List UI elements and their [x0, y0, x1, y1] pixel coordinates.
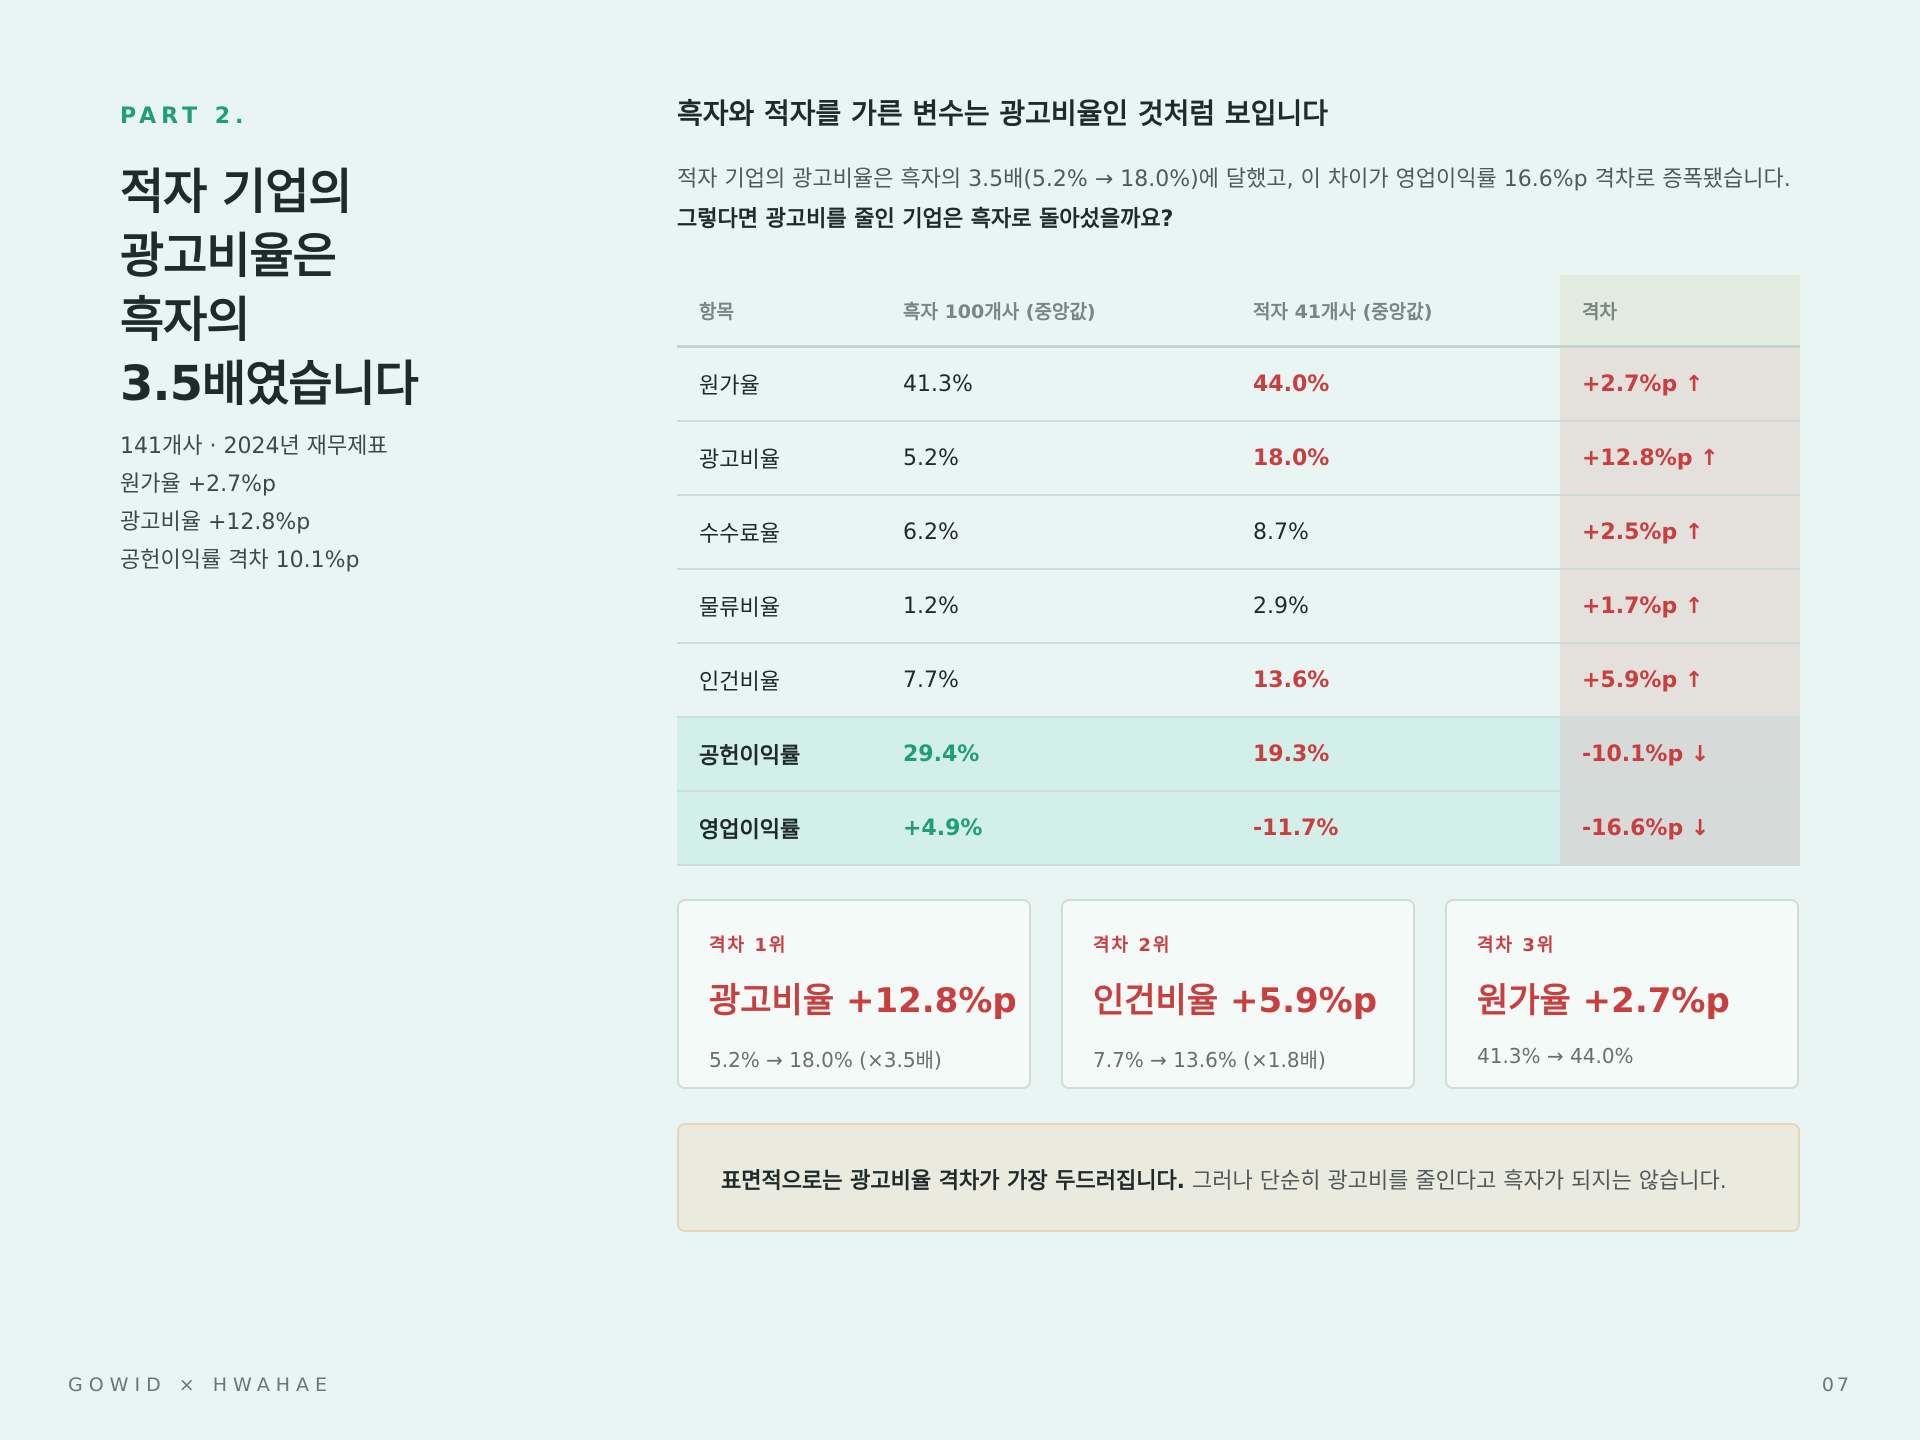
headline-line: 적자 기업의 — [120, 164, 353, 220]
table-row: 광고비율 5.2% 18.0% +12.8%p ↑ — [677, 421, 1800, 496]
note-emphasis: 표면적으로는 광고비율 격차가 가장 두드러집니다. — [721, 1169, 1186, 1194]
card-title: 광고비율 +12.8%p — [709, 981, 1017, 1021]
meta-line: 141개사 · 2024년 재무제표 — [120, 434, 388, 459]
card-detail: 5.2% → 18.0% (×3.5배) — [709, 1048, 942, 1072]
note: 표면적으로는 광고비율 격차가 가장 두드러집니다. 그러나 단순히 광고비를 … — [677, 1123, 1800, 1232]
card-label: 격차 3위 — [1477, 935, 1556, 956]
meta-line: 광고비율 +12.8%p — [120, 510, 311, 535]
table-cell: 수수료율 — [677, 495, 881, 570]
table-cell: 2.9% — [1231, 569, 1560, 644]
table-cell: 29.4% — [881, 717, 1231, 792]
table-cell: +2.5%p ↑ — [1560, 495, 1800, 570]
meta: 141개사 · 2024년 재무제표 원가율 +2.7%p 광고비율 +12.8… — [120, 428, 388, 580]
header-cell: 흑자 100개사 (중앙값) — [881, 275, 1231, 348]
footer-brand: GOWID × HWAHAE — [68, 1374, 334, 1396]
page-number: 07 — [1821, 1374, 1852, 1396]
header-cell: 적자 41개사 (중앙값) — [1231, 275, 1560, 348]
header-cell: 격차 — [1560, 275, 1800, 348]
table-cell: -11.7% — [1231, 791, 1560, 866]
table-cell: -16.6%p ↓ — [1560, 791, 1800, 866]
table-row: 물류비율 1.2% 2.9% +1.7%p ↑ — [677, 569, 1800, 644]
note-text: 그러나 단순히 광고비를 줄인다고 흑자가 되지는 않습니다. — [1192, 1169, 1727, 1194]
table-row: 영업이익률 +4.9% -11.7% -16.6%p ↓ — [677, 791, 1800, 866]
table-cell: 공헌이익률 — [677, 717, 881, 792]
part-label: PART 2. — [120, 104, 249, 129]
table-cell: 6.2% — [881, 495, 1231, 570]
table-cell: +4.9% — [881, 791, 1231, 866]
headline-line: 3.5배였습니다 — [120, 356, 419, 412]
table-row: 원가율 41.3% 44.0% +2.7%p ↑ — [677, 346, 1800, 422]
table-cell: 영업이익률 — [677, 791, 881, 866]
table-cell: +1.7%p ↑ — [1560, 569, 1800, 644]
comparison-table: 항목 흑자 100개사 (중앙값) 적자 41개사 (중앙값) 격차 원가율 41.3%… — [677, 275, 1800, 866]
table-cell: 원가율 — [677, 346, 881, 422]
section-title: 흑자와 적자를 가른 변수는 광고비율인 것처럼 보입니다 — [677, 97, 1328, 130]
table-cell: +12.8%p ↑ — [1560, 421, 1800, 496]
intro-text: 적자 기업의 광고비율은 흑자의 3.5배(5.2% → 18.0%)에 달했고… — [677, 167, 1791, 192]
card-title: 인건비율 +5.9%p — [1093, 981, 1378, 1021]
card: 격차 2위 인건비율 +5.9%p 7.7% → 13.6% (×1.8배) — [1061, 899, 1415, 1089]
table-cell: 13.6% — [1231, 643, 1560, 718]
card-detail: 7.7% → 13.6% (×1.8배) — [1093, 1048, 1326, 1072]
headline: 적자 기업의 광고비율은 흑자의 3.5배였습니다 — [120, 160, 419, 416]
headline-line: 흑자의 — [120, 292, 250, 348]
table-cell: 41.3% — [881, 346, 1231, 422]
table-cell: +2.7%p ↑ — [1560, 346, 1800, 422]
card: 격차 1위 광고비율 +12.8%p 5.2% → 18.0% (×3.5배) — [677, 899, 1031, 1089]
table-cell: 19.3% — [1231, 717, 1560, 792]
table-cell: -10.1%p ↓ — [1560, 717, 1800, 792]
table-cell: +5.9%p ↑ — [1560, 643, 1800, 718]
table-row: 인건비율 7.7% 13.6% +5.9%p ↑ — [677, 643, 1800, 718]
table-cell: 8.7% — [1231, 495, 1560, 570]
table-cell: 1.2% — [881, 569, 1231, 644]
table-cell: 7.7% — [881, 643, 1231, 718]
header-cell: 항목 — [677, 275, 881, 348]
table-cell: 인건비율 — [677, 643, 881, 718]
intro: 적자 기업의 광고비율은 흑자의 3.5배(5.2% → 18.0%)에 달했고… — [677, 160, 1797, 240]
table-row: 공헌이익률 29.4% 19.3% -10.1%p ↓ — [677, 717, 1800, 792]
table-cell: 44.0% — [1231, 346, 1560, 422]
table-cell: 5.2% — [881, 421, 1231, 496]
meta-line: 공헌이익률 격차 10.1%p — [120, 548, 360, 573]
table-cell: 물류비율 — [677, 569, 881, 644]
card-title: 원가율 +2.7%p — [1477, 981, 1730, 1021]
headline-line: 광고비율은 — [120, 228, 337, 284]
meta-line: 원가율 +2.7%p — [120, 472, 277, 497]
card-detail: 41.3% → 44.0% — [1477, 1044, 1634, 1068]
table-row: 수수료율 6.2% 8.7% +2.5%p ↑ — [677, 495, 1800, 570]
card-label: 격차 1위 — [709, 935, 788, 956]
table-cell: 18.0% — [1231, 421, 1560, 496]
card: 격차 3위 원가율 +2.7%p 41.3% → 44.0% — [1445, 899, 1799, 1089]
card-label: 격차 2위 — [1093, 935, 1172, 956]
intro-emphasis: 그렇다면 광고비를 줄인 기업은 흑자로 돌아섰을까요? — [677, 207, 1174, 232]
table-cell: 광고비율 — [677, 421, 881, 496]
header-row: 항목 흑자 100개사 (중앙값) 적자 41개사 (중앙값) 격차 — [677, 275, 1800, 348]
